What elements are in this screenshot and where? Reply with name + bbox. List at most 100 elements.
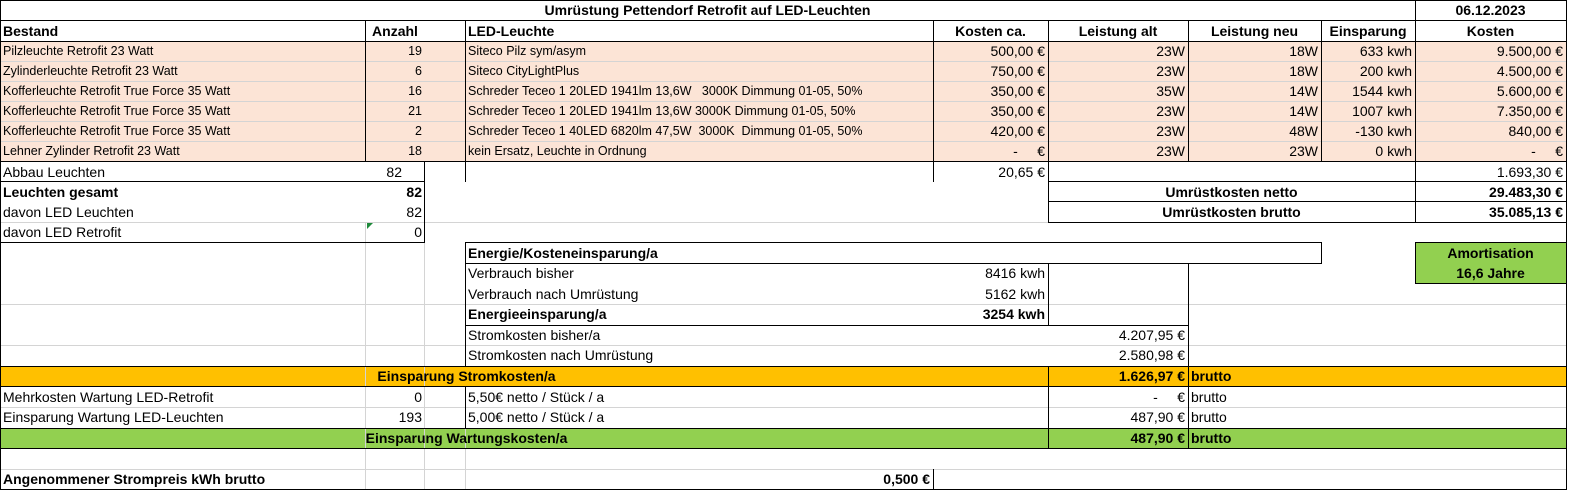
table-row-led: Schreder Teceo 1 40LED 6820lm 47,5W 3000… <box>468 124 863 138</box>
netto-label: Umrüstkosten netto <box>1165 184 1298 200</box>
table-row-led: Schreder Teceo 1 20LED 1941lm 13,6W 3000… <box>468 84 863 98</box>
table-row-kosten-ca: 350,00 € <box>990 103 1046 119</box>
table-row-leistung-alt: 23W <box>1156 123 1185 139</box>
abbau-label: Abbau Leuchten <box>3 164 105 180</box>
table-row-einsparung: 0 kwh <box>1375 143 1412 159</box>
col-header-bestand: Bestand <box>3 23 59 39</box>
strom-bisher-value: 4.207,95 € <box>1118 327 1185 343</box>
davon-led-label: davon LED Leuchten <box>3 204 134 220</box>
strom-nach-value: 2.580,98 € <box>1118 347 1185 363</box>
energieeinsparung-label: Energieeinsparung/a <box>468 306 607 322</box>
einsparung-wartung-label: Einsparung Wartung LED-Leuchten <box>3 409 224 425</box>
mehrkosten-wartung-count: 0 <box>414 389 422 405</box>
table-row-led: Siteco CityLightPlus <box>468 64 580 78</box>
table-row-led: Siteco Pilz sym/asym <box>468 44 587 58</box>
table-row-einsparung: -130 kwh <box>1355 123 1412 139</box>
verbrauch-bisher-label: Verbrauch bisher <box>468 265 574 281</box>
leuchten-gesamt-value: 82 <box>406 184 422 200</box>
table-row-kosten: 9.500,00 € <box>1496 43 1563 59</box>
table-row-einsparung: 1007 kwh <box>1352 103 1412 119</box>
table-row-bestand: Zylinderleuchte Retrofit 23 Watt <box>3 64 178 78</box>
strom-savings-unit: brutto <box>1191 368 1232 384</box>
col-header-leistung-alt: Leistung alt <box>1078 23 1158 39</box>
table-row-leistung-alt: 23W <box>1156 103 1185 119</box>
energieeinsparung-value: 3254 kwh <box>982 306 1045 322</box>
table-row-leistung-neu: 48W <box>1289 123 1318 139</box>
davon-led-value: 82 <box>406 204 422 220</box>
col-header-leistung-neu: Leistung neu <box>1210 23 1299 39</box>
table-row-einsparung: 1544 kwh <box>1352 83 1412 99</box>
amortisation-box <box>1415 243 1566 283</box>
energy-title: Energie/Kosteneinsparung/a <box>468 245 658 261</box>
davon-retrofit-value: 0 <box>414 224 422 240</box>
table-row-anzahl: 2 <box>415 124 422 138</box>
wartung-savings-value: 487,90 € <box>1130 430 1186 446</box>
table-row-anzahl: 16 <box>408 84 422 98</box>
table-row-led: Schreder Teceo 1 20LED 1941lm 13,6W 3000… <box>468 104 856 118</box>
davon-retrofit-label: davon LED Retrofit <box>3 224 122 240</box>
wartung-savings-unit: brutto <box>1191 430 1232 446</box>
strom-savings-value: 1.626,97 € <box>1118 368 1185 384</box>
table-row-kosten-ca: - € <box>1013 143 1045 159</box>
brutto-label: Umrüstkosten brutto <box>1162 204 1301 220</box>
table-row-kosten: 840,00 € <box>1508 123 1564 139</box>
table-row-leistung-neu: 14W <box>1289 83 1318 99</box>
mehrkosten-wartung-rate: 5,50€ netto / Stück / a <box>468 389 605 405</box>
comment-marker <box>367 223 373 229</box>
col-header-einsparung: Einsparung <box>1329 23 1407 39</box>
leuchten-gesamt-label: Leuchten gesamt <box>3 184 119 200</box>
table-row-bestand: Pilzleuchte Retrofit 23 Watt <box>3 44 154 58</box>
col-header-anzahl: Anzahl <box>372 23 418 39</box>
mehrkosten-wartung-value: - € <box>1153 389 1185 405</box>
strom-savings-band <box>0 366 1566 387</box>
table-row-anzahl: 18 <box>408 144 422 158</box>
table-row-anzahl: 21 <box>408 104 422 118</box>
table-row-kosten: - € <box>1531 143 1563 159</box>
table-row-bestand: Kofferleuchte Retrofit True Force 35 Wat… <box>3 124 231 138</box>
table-row-leistung-alt: 23W <box>1156 63 1185 79</box>
verbrauch-bisher-value: 8416 kwh <box>985 265 1045 281</box>
col-header-kosten-ca: Kosten ca. <box>955 23 1026 39</box>
col-header-kosten: Kosten <box>1466 23 1515 39</box>
sheet-title: Umrüstung Pettendorf Retrofit auf LED-Le… <box>544 2 871 18</box>
table-row-leistung-neu: 18W <box>1289 63 1318 79</box>
wartung-savings-label: Einsparung Wartungskosten/a <box>365 430 568 446</box>
table-row-kosten-ca: 350,00 € <box>990 83 1046 99</box>
table-row-led: kein Ersatz, Leuchte in Ordnung <box>468 144 647 158</box>
table-row-kosten-ca: 500,00 € <box>990 43 1046 59</box>
table-row-einsparung: 633 kwh <box>1359 43 1412 59</box>
amortisation-value: 16,6 Jahre <box>1456 265 1525 281</box>
table-row-bestand: Kofferleuchte Retrofit True Force 35 Wat… <box>3 104 231 118</box>
mehrkosten-wartung-label: Mehrkosten Wartung LED-Retrofit <box>3 389 214 405</box>
verbrauch-nach-value: 5162 kwh <box>985 286 1045 302</box>
netto-value: 29.483,30 € <box>1489 184 1563 200</box>
abbau-kosten-ca: 20,65 € <box>998 164 1045 180</box>
abbau-kosten: 1.693,30 € <box>1496 164 1563 180</box>
table-row-einsparung: 200 kwh <box>1359 63 1412 79</box>
strom-bisher-label: Stromkosten bisher/a <box>468 327 601 343</box>
strom-savings-label: Einsparung Stromkosten/a <box>377 368 556 384</box>
table-row-kosten-ca: 750,00 € <box>990 63 1046 79</box>
table-row-bestand: Kofferleuchte Retrofit True Force 35 Wat… <box>3 84 231 98</box>
table-row-anzahl: 19 <box>408 44 422 58</box>
verbrauch-nach-label: Verbrauch nach Umrüstung <box>468 286 639 302</box>
col-header-led: LED-Leuchte <box>468 23 555 39</box>
table-row-kosten-ca: 420,00 € <box>990 123 1046 139</box>
brutto-value: 35.085,13 € <box>1489 204 1563 220</box>
einsparung-wartung-rate: 5,00€ netto / Stück / a <box>468 409 605 425</box>
einsparung-wartung-unit: brutto <box>1191 409 1227 425</box>
table-row-leistung-neu: 23W <box>1289 143 1318 159</box>
mehrkosten-wartung-unit: brutto <box>1191 389 1227 405</box>
table-row-leistung-neu: 18W <box>1289 43 1318 59</box>
strom-nach-label: Stromkosten nach Umrüstung <box>468 347 654 363</box>
sheet-date: 06.12.2023 <box>1455 2 1526 18</box>
table-row-leistung-alt: 23W <box>1156 43 1185 59</box>
wartung-savings-band <box>0 428 1566 449</box>
einsparung-wartung-count: 193 <box>398 409 422 425</box>
table-row-leistung-alt: 23W <box>1156 143 1185 159</box>
table-row-kosten: 5.600,00 € <box>1496 83 1563 99</box>
table-row-anzahl: 6 <box>415 64 422 78</box>
strompreis-value: 0,500 € <box>883 471 930 487</box>
strompreis-label: Angenommener Strompreis kWh brutto <box>3 471 266 487</box>
